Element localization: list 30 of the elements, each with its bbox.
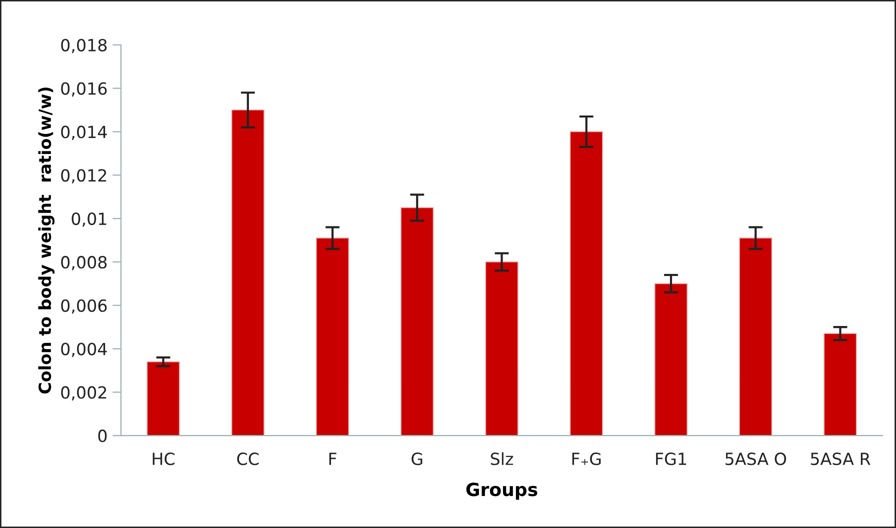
x-tick-label: F (329, 452, 336, 465)
x-tick-label: Slz (490, 452, 514, 466)
bar (739, 238, 772, 436)
bar (231, 110, 264, 436)
x-tick-label: HC (152, 452, 174, 466)
x-tick-label: 5ASA R (810, 452, 870, 466)
x-axis-title: Groups (466, 482, 538, 500)
y-tick-label: 0 (98, 430, 107, 442)
y-tick-label: 0,014 (61, 126, 107, 140)
y-tick-label: 0,008 (61, 256, 107, 270)
y-tick-label: 0,012 (61, 169, 106, 184)
x-tick-label: FG1 (656, 452, 686, 466)
bar (485, 262, 518, 436)
y-tick-label: 0,018 (61, 38, 107, 54)
bar (824, 333, 857, 436)
x-tick-label: 5ASA O (726, 452, 786, 466)
y-tick-label: 0,002 (61, 386, 106, 400)
bar (654, 283, 688, 436)
bar (570, 131, 603, 436)
bar (400, 207, 434, 436)
y-tick-label: 0,004 (61, 342, 107, 358)
x-tick-label: F₊G (572, 452, 601, 466)
bar (316, 238, 350, 436)
bar (146, 361, 180, 436)
x-tick-label: CC (237, 452, 259, 466)
x-tick-label: G (412, 452, 422, 466)
y-tick-label: 0,016 (61, 82, 107, 97)
y-axis-title: Colon to body weight ratio(w/w) (38, 88, 54, 394)
y-tick-label: 0,01 (72, 212, 106, 227)
y-tick-label: 0,006 (61, 299, 107, 314)
